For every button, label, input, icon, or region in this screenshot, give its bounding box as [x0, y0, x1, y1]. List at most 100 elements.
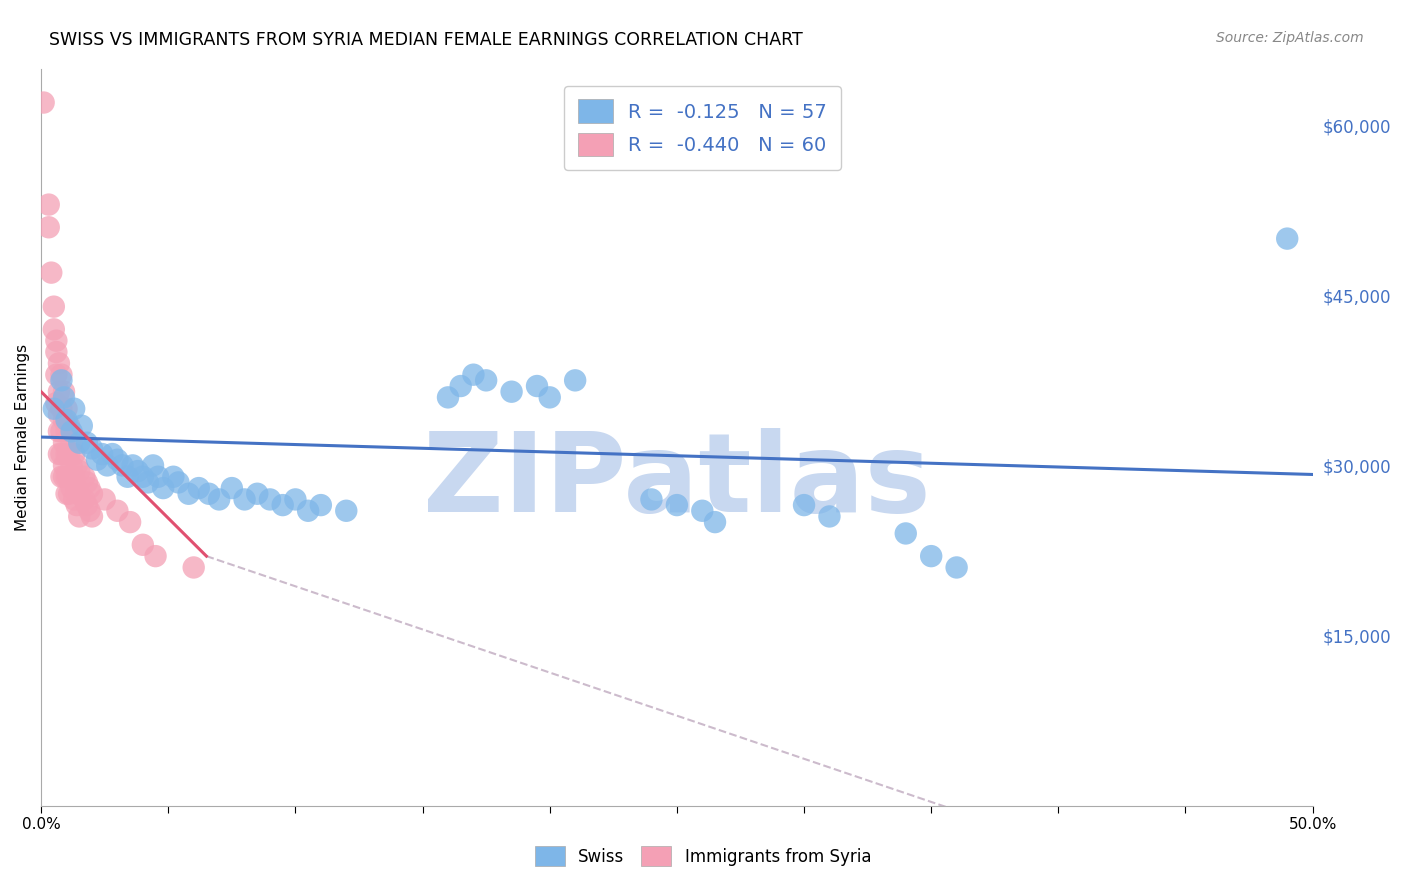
Point [121, 458, 143, 473]
Point [66, 481, 89, 495]
Point [51, 373, 73, 387]
Point [640, 492, 662, 507]
Point [920, 549, 942, 563]
Point [55, 469, 77, 483]
Point [818, 509, 841, 524]
Point [152, 481, 174, 495]
Point [101, 447, 124, 461]
Point [142, 458, 165, 473]
Point [793, 498, 815, 512]
Point [45, 345, 67, 359]
Point [48, 408, 70, 422]
Point [63, 492, 86, 507]
Point [80, 442, 103, 456]
Point [32, 95, 55, 110]
Point [259, 492, 281, 507]
Text: ZIPatlas: ZIPatlas [423, 428, 931, 535]
Point [63, 469, 86, 483]
Point [86, 452, 108, 467]
Point [665, 498, 688, 512]
Point [39, 266, 62, 280]
Point [53, 390, 76, 404]
Point [132, 538, 155, 552]
Point [437, 390, 460, 404]
Point [58, 469, 80, 483]
Point [945, 560, 967, 574]
Point [42, 401, 65, 416]
Text: SWISS VS IMMIGRANTS FROM SYRIA MEDIAN FEMALE EARNINGS CORRELATION CHART: SWISS VS IMMIGRANTS FROM SYRIA MEDIAN FE… [49, 31, 803, 49]
Point [53, 469, 76, 483]
Point [53, 458, 76, 473]
Point [107, 452, 129, 467]
Point [55, 413, 77, 427]
Point [53, 384, 76, 399]
Point [67, 509, 90, 524]
Point [55, 447, 77, 461]
Point [73, 492, 96, 507]
Point [198, 487, 221, 501]
Point [1277, 232, 1299, 246]
Point [146, 469, 169, 483]
Point [42, 322, 65, 336]
Point [53, 435, 76, 450]
Point [38, 220, 60, 235]
Point [48, 425, 70, 439]
Point [120, 515, 142, 529]
Point [145, 549, 167, 563]
Point [51, 401, 73, 416]
Point [107, 504, 129, 518]
Point [463, 368, 485, 382]
Point [51, 447, 73, 461]
Point [38, 197, 60, 211]
Point [177, 487, 200, 501]
Point [91, 447, 114, 461]
Point [45, 396, 67, 410]
Point [79, 481, 101, 495]
Point [53, 413, 76, 427]
Point [58, 447, 80, 461]
Point [60, 481, 83, 495]
Point [564, 373, 586, 387]
Point [76, 498, 98, 512]
Point [271, 498, 294, 512]
Point [63, 447, 86, 461]
Point [96, 458, 118, 473]
Point [284, 492, 307, 507]
Point [66, 458, 89, 473]
Legend: R =  -0.125   N = 57, R =  -0.440   N = 60: R = -0.125 N = 57, R = -0.440 N = 60 [564, 86, 841, 170]
Point [45, 368, 67, 382]
Y-axis label: Median Female Earnings: Median Female Earnings [15, 343, 30, 531]
Point [208, 492, 231, 507]
Point [76, 475, 98, 490]
Point [80, 487, 103, 501]
Point [221, 481, 243, 495]
Point [79, 504, 101, 518]
Point [162, 469, 184, 483]
Point [136, 475, 159, 490]
Point [58, 487, 80, 501]
Point [48, 356, 70, 370]
Point [297, 504, 319, 518]
Point [526, 379, 548, 393]
Point [187, 481, 209, 495]
Point [692, 504, 714, 518]
Point [60, 435, 83, 450]
Point [76, 435, 98, 450]
Point [704, 515, 727, 529]
Point [42, 300, 65, 314]
Point [93, 492, 115, 507]
Point [55, 487, 77, 501]
Point [233, 492, 256, 507]
Point [51, 368, 73, 382]
Point [51, 469, 73, 483]
Point [67, 487, 90, 501]
Point [58, 418, 80, 433]
Point [48, 384, 70, 399]
Point [894, 526, 917, 541]
Point [183, 560, 205, 574]
Point [335, 504, 357, 518]
Point [63, 401, 86, 416]
Point [538, 390, 561, 404]
Point [111, 458, 134, 473]
Point [80, 509, 103, 524]
